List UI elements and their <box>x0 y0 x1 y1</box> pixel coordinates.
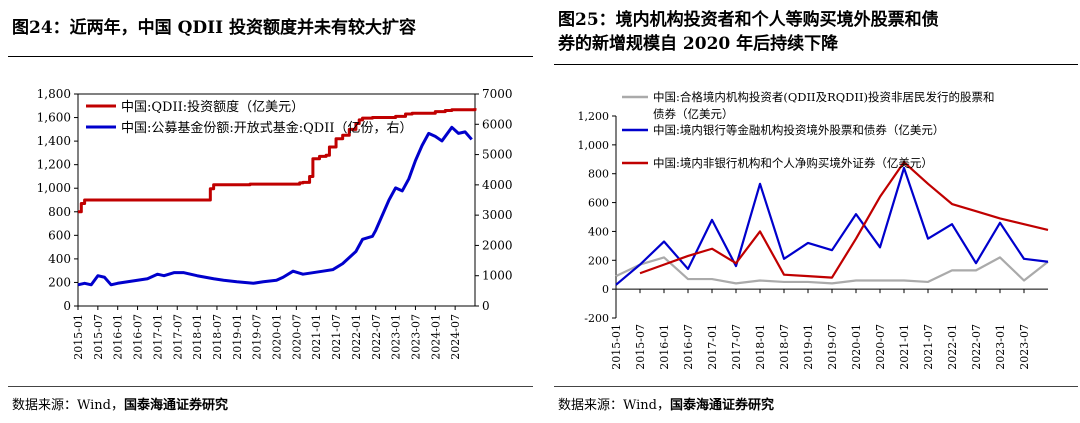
y-axis-tick-label: 600 <box>588 197 609 210</box>
left-yaxis-tick-label: 1,000 <box>37 181 71 195</box>
left-chart-svg: 0 200 400 600 800 1,000 1,200 1,400 1,600 1,800 0 1… <box>37 87 513 360</box>
x-axis-tick-label: 2019-07 <box>826 324 839 370</box>
right-chart-title-line1: 图25：境内机构投资者和个人等购买境外股票和债 <box>558 10 939 30</box>
y-axis-tick-label: 200 <box>588 254 609 267</box>
right-yaxis-tick-label: 1000 <box>482 269 513 283</box>
x-axis-tick-label: 2023-07 <box>1018 324 1031 370</box>
right-chart-title-line2: 券的新增规模自 2020 年后持续下降 <box>558 34 839 54</box>
x-axis-tick-label: 2015-07 <box>92 314 105 360</box>
x-axis-tick-label: 2015-07 <box>634 324 647 370</box>
right-yaxis-tick-label: 5000 <box>482 148 513 162</box>
x-axis-tick-label: 2015-01 <box>610 324 623 370</box>
x-axis-tick-label: 2023-01 <box>390 314 403 360</box>
x-axis-tick-label: 2016-07 <box>132 314 145 360</box>
left-yaxis-tick-label: 200 <box>48 275 71 289</box>
x-axis-tick-label: 2019-07 <box>251 314 264 360</box>
right-source-prefix: 数据来源：Wind， <box>558 398 670 413</box>
left-source-prefix: 数据来源：Wind， <box>12 398 124 413</box>
x-axis-tick-label: 2016-07 <box>682 324 695 370</box>
right-title-rule <box>554 64 1078 65</box>
x-axis-tick-label: 2018-07 <box>778 324 791 370</box>
x-axis-tick-label: 2018-07 <box>211 314 224 360</box>
x-axis-tick-label: 2018-01 <box>754 324 767 370</box>
x-axis-tick-label: 2020-07 <box>874 324 887 370</box>
right-chart-title: 图25：境内机构投资者和个人等购买境外股票和债 券的新增规模自 2020 年后持… <box>558 8 1078 56</box>
left-yaxis-tick-label: 1,800 <box>37 87 71 101</box>
legend-label: 中国:境内非银行机构和个人净购买境外证券（亿美元） <box>653 156 933 170</box>
x-axis-tick-label: 2020-01 <box>850 324 863 370</box>
x-axis-tick-label: 2020-07 <box>290 314 303 360</box>
right-yaxis-tick-label: 3000 <box>482 208 513 222</box>
qdii-fund-shares-line <box>77 125 473 287</box>
left-yaxis-tick-label: 1,400 <box>37 134 71 148</box>
left-yaxis-tick-label: 1,200 <box>37 158 71 172</box>
right-source-org: 国泰海通证券研究 <box>670 398 775 413</box>
y-axis-tick-label: 0 <box>602 283 609 296</box>
x-axis-tick-label: 2024-07 <box>449 314 462 360</box>
x-axis-tick-label: 2017-01 <box>706 324 719 370</box>
x-axis-tick-label: 2022-01 <box>946 324 959 370</box>
x-axis-tick-label: 2017-07 <box>730 324 743 370</box>
right-source: 数据来源：Wind，国泰海通证券研究 <box>558 394 774 413</box>
right-yaxis-tick-label: 4000 <box>482 178 513 192</box>
left-yaxis-tick-label: 1,600 <box>37 111 71 125</box>
legend-label: 债券（亿美元） <box>653 107 734 121</box>
legend-label: 中国:公募基金份额:开放式基金:QDII（亿份，右） <box>121 120 413 136</box>
left-yaxis-tick-label: 0 <box>63 299 71 313</box>
x-axis-tick-label: 2023-07 <box>409 314 422 360</box>
x-axis-tick-label: 2016-01 <box>658 324 671 370</box>
left-yaxis-tick-label: 600 <box>48 228 71 242</box>
right-yaxis-tick-label: 2000 <box>482 238 513 252</box>
right-bottom-rule <box>554 386 1078 387</box>
y-axis-tick-label: 800 <box>588 168 609 181</box>
legend-label: 中国:合格境内机构投资者(QDII及RQDII)投资非居民发行的股票和 <box>653 90 994 104</box>
nonbank-individual-securities-line <box>639 161 1049 279</box>
right-yaxis-tick-label: 6000 <box>482 117 513 131</box>
left-source-org: 国泰海通证券研究 <box>124 398 229 413</box>
legend-label: 中国:QDII:投资额度（亿美元） <box>121 99 304 115</box>
x-axis-tick-label: 2015-01 <box>72 314 85 360</box>
right-yaxis-tick-label: 7000 <box>482 87 513 101</box>
right-yaxis-tick-label: 0 <box>482 299 490 313</box>
x-axis-tick-label: 2020-01 <box>271 314 284 360</box>
x-axis-tick-label: 2017-01 <box>151 314 164 360</box>
x-axis-tick-label: 2022-07 <box>370 314 383 360</box>
bank-institutions-securities-line <box>615 166 1049 286</box>
x-axis-tick-label: 2018-01 <box>191 314 204 360</box>
x-axis-tick-label: 2024-01 <box>429 314 442 360</box>
left-bottom-rule <box>8 386 533 387</box>
left-source: 数据来源：Wind，国泰海通证券研究 <box>12 394 228 413</box>
x-axis-tick-label: 2019-01 <box>802 324 815 370</box>
left-title-rule <box>8 56 533 57</box>
qdii-rqdii-securities-line <box>615 256 1049 285</box>
left-chart-title: 图24：近两年，中国 QDII 投资额度并未有较大扩容 <box>12 18 416 38</box>
legend-label: 中国:境内银行等金融机构投资境外股票和债券（亿美元） <box>653 123 944 137</box>
x-axis-tick-label: 2021-01 <box>310 314 323 360</box>
right-chart-panel: 图25：境内机构投资者和个人等购买境外股票和债 券的新增规模自 2020 年后持… <box>546 0 1080 423</box>
y-axis-tick-label: 400 <box>588 225 609 238</box>
x-axis-tick-label: 2021-01 <box>898 324 911 370</box>
qdii-quota-line <box>78 108 477 214</box>
left-yaxis-tick-label: 800 <box>48 205 71 219</box>
x-axis-tick-label: 2023-01 <box>994 324 1007 370</box>
x-axis-tick-label: 2017-07 <box>171 314 184 360</box>
x-axis-tick-label: 2019-01 <box>231 314 244 360</box>
x-axis-tick-label: 2022-07 <box>970 324 983 370</box>
y-axis-tick-label: -200 <box>584 312 609 325</box>
left-chart-panel: 图24：近两年，中国 QDII 投资额度并未有较大扩容 0 200 400 600 80… <box>0 0 535 423</box>
left-yaxis-tick-label: 400 <box>48 252 71 266</box>
y-axis-tick-label: 1,000 <box>578 139 610 152</box>
x-axis-tick-label: 2016-01 <box>112 314 125 360</box>
y-axis-tick-label: 1,200 <box>578 110 610 123</box>
x-axis-tick-label: 2022-01 <box>350 314 363 360</box>
x-axis-tick-label: 2021-07 <box>922 324 935 370</box>
right-chart-svg: -200 0 200 400 600 800 1,000 1,200 2015-01 2015-0… <box>578 90 1049 370</box>
x-axis-tick-label: 2021-07 <box>330 314 343 360</box>
